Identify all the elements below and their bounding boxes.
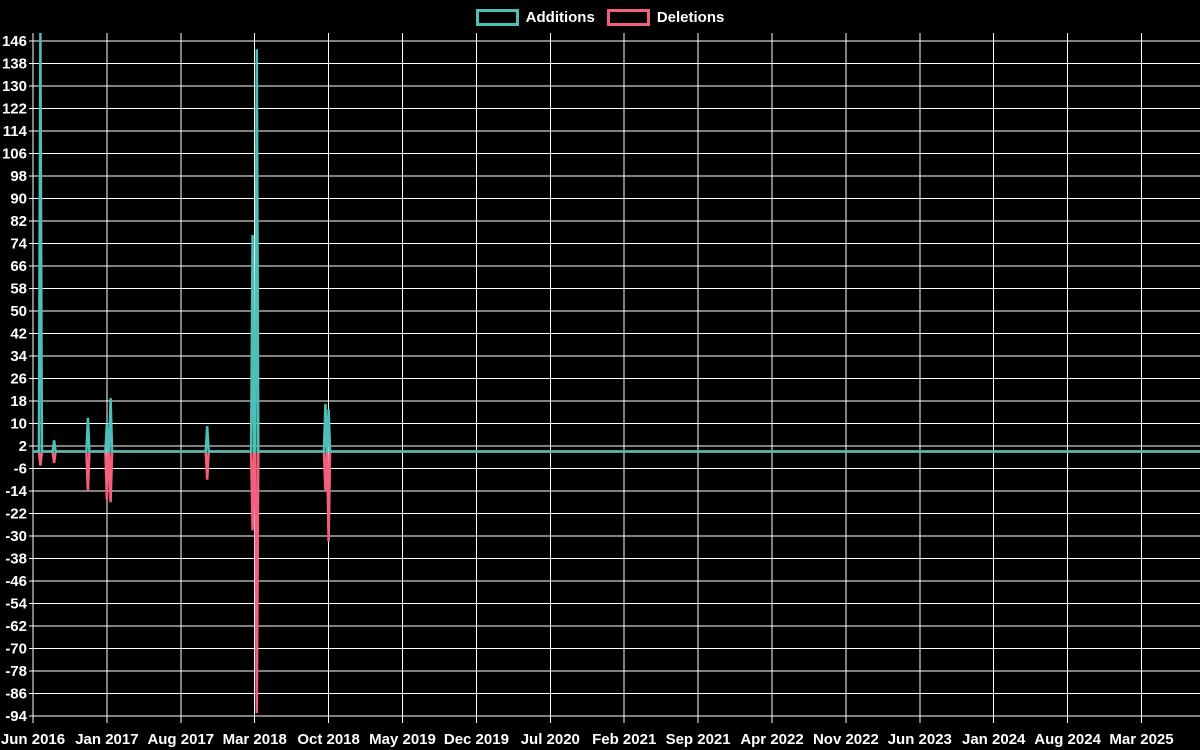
y-tick-label: 58 (10, 280, 27, 297)
x-tick-label: Jun 2023 (888, 731, 952, 748)
y-tick-label: 66 (10, 258, 27, 275)
x-tick-label: Jan 2024 (962, 731, 1026, 748)
y-tick-label: -94 (5, 708, 27, 725)
x-tick-label: May 2019 (369, 731, 436, 748)
y-tick-label: 146 (2, 33, 27, 50)
y-tick-label: -70 (5, 640, 27, 657)
y-tick-label: -86 (5, 685, 27, 702)
y-tick-label: 42 (10, 325, 27, 342)
x-tick-label: Mar 2025 (1109, 731, 1173, 748)
y-tick-label: -46 (5, 573, 27, 590)
y-tick-label: -14 (5, 483, 27, 500)
chart-legend: Additions Deletions (0, 7, 1200, 27)
y-tick-label: -54 (5, 595, 27, 612)
x-tick-label: Nov 2022 (813, 731, 879, 748)
x-tick-label: Aug 2017 (147, 731, 214, 748)
y-tick-label: 18 (10, 393, 27, 410)
additions-swatch-icon (475, 8, 519, 26)
x-tick-label: Apr 2022 (740, 731, 803, 748)
x-tick-label: Oct 2018 (297, 731, 360, 748)
y-tick-label: 26 (10, 370, 27, 387)
y-tick-label: -38 (5, 550, 27, 567)
legend-item-additions[interactable]: Additions (475, 8, 595, 26)
y-tick-label: 122 (2, 100, 27, 117)
y-tick-label: 10 (10, 415, 27, 432)
x-tick-label: Dec 2019 (444, 731, 509, 748)
x-tick-label: Sep 2021 (666, 731, 731, 748)
y-tick-label: 2 (19, 438, 27, 455)
deletions-swatch-icon (606, 8, 650, 26)
x-tick-label: Jun 2016 (1, 731, 65, 748)
y-tick-label: 90 (10, 190, 27, 207)
y-tick-label: 138 (2, 55, 27, 72)
x-tick-label: Aug 2024 (1034, 731, 1101, 748)
legend-label-deletions: Deletions (656, 8, 725, 26)
legend-item-deletions[interactable]: Deletions (606, 8, 725, 26)
y-tick-label: 130 (2, 78, 27, 95)
y-tick-label: -6 (14, 460, 27, 477)
y-tick-label: 114 (3, 123, 28, 140)
x-tick-label: Mar 2018 (223, 731, 287, 748)
y-tick-label: 82 (10, 213, 27, 230)
x-tick-label: Jul 2020 (521, 731, 580, 748)
legend-label-additions: Additions (525, 8, 595, 26)
y-tick-label: 106 (2, 145, 27, 162)
series-line-additions (33, 32, 1200, 453)
y-tick-label: -78 (5, 663, 27, 680)
y-tick-label: 98 (10, 168, 27, 185)
y-tick-label: -30 (5, 528, 27, 545)
y-tick-label: 74 (10, 235, 27, 252)
y-tick-label: -22 (5, 505, 27, 522)
y-tick-label: 50 (10, 303, 27, 320)
x-tick-label: Feb 2021 (592, 731, 656, 748)
y-tick-label: -62 (5, 618, 27, 635)
y-tick-label: 34 (10, 348, 27, 365)
x-tick-label: Jan 2017 (75, 731, 138, 748)
